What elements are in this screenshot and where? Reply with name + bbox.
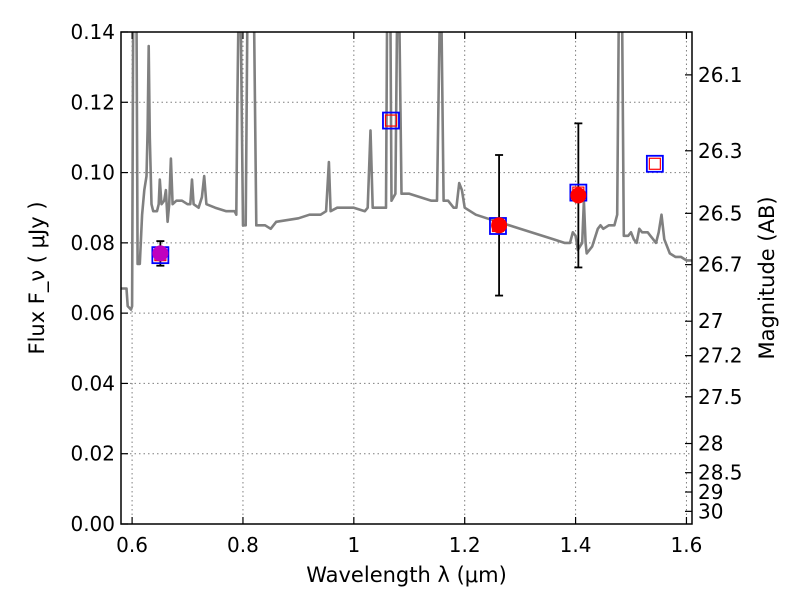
y-tick-label: 0.00 [70, 512, 115, 536]
x-tick-label: 1.6 [671, 533, 703, 557]
right-tick-label: 27.2 [698, 344, 743, 368]
right-tick-label: 26.1 [698, 63, 743, 87]
y-tick-label: 0.04 [70, 371, 115, 395]
model-photometry-box [645, 154, 664, 173]
x-tick-label: 1.2 [449, 533, 481, 557]
observed-point [491, 217, 508, 234]
right-tick-label: 26.7 [698, 253, 743, 277]
model-photometry-inner-box [648, 157, 661, 170]
right-tick-label: 27.5 [698, 385, 743, 409]
right-tick-label: 30 [698, 499, 723, 523]
model-sed-curve-group [121, 32, 692, 311]
x-tick-label: 1.4 [560, 533, 592, 557]
plot-frame [120, 31, 693, 525]
right-tick-label: 27 [698, 309, 723, 333]
observed-point [570, 187, 587, 204]
right-axis-title: Magnitude (AB) [755, 196, 779, 359]
x-tick-label: 1 [347, 533, 360, 557]
y-axis-title: Flux F_ν ( μJy ) [25, 201, 50, 354]
model-photometry-inner-box [384, 114, 398, 127]
observed-points-group [152, 187, 587, 262]
y-tick-label: 0.14 [70, 20, 115, 44]
y-tick-label: 0.06 [70, 301, 115, 325]
y-tick-label: 0.02 [70, 442, 115, 466]
right-tick-label: 26.5 [698, 201, 743, 225]
x-axis-title: Wavelength λ (μm) [306, 563, 507, 587]
y-tick-label: 0.10 [70, 161, 115, 185]
y-tick-label: 0.12 [70, 90, 115, 114]
observed-point [152, 245, 169, 262]
right-tick-label: 26.3 [698, 139, 743, 163]
x-tick-label: 0.6 [116, 533, 148, 557]
right-tick-label: 28 [698, 432, 723, 456]
ticks-group: 0.6 0.8 1 1.2 1.4 1.6 0.00 0.02 0.04 0.06 0.08 0.10… [70, 20, 742, 557]
grid-lines [121, 31, 692, 525]
x-tick-label: 0.8 [227, 533, 259, 557]
model-sed-line [121, 32, 692, 311]
y-tick-label: 0.08 [70, 231, 115, 255]
right-tick-label: 29 [698, 480, 723, 504]
model-photometry-box [382, 111, 400, 130]
right-tick-label: 28.5 [698, 461, 743, 485]
